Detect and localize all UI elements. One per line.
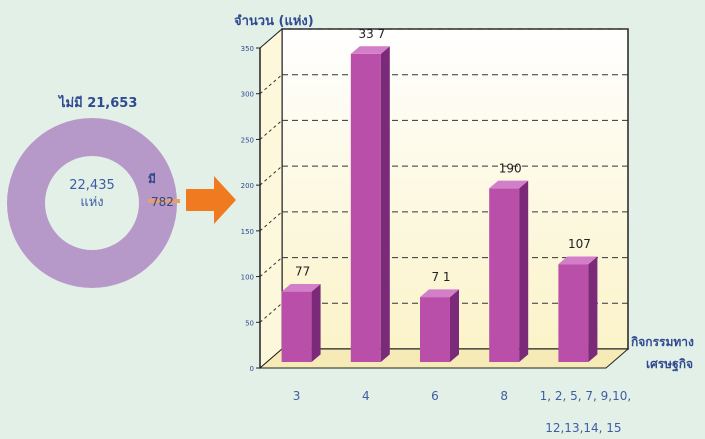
bars-group — [281, 46, 598, 363]
bar-8 — [489, 180, 529, 362]
y-tick-label: 100 — [241, 274, 254, 282]
bar-front — [489, 188, 520, 362]
bar-top — [489, 180, 529, 189]
bar-side — [588, 256, 598, 362]
bar-side — [450, 289, 459, 362]
gridline-side — [259, 302, 283, 323]
donut-outer-label: ไม่มี 21,653 — [59, 96, 138, 111]
x-tick-label: 3 — [293, 389, 301, 403]
bar-4 — [350, 46, 390, 363]
bar-1, 2, 5, 7, 9,10, — [558, 256, 598, 362]
y-axis: 0 50 100 150 200 250 300 350 — [241, 45, 261, 373]
bar-top — [350, 46, 390, 54]
x-tick-label: 1, 2, 5, 7, 9,10, — [540, 389, 632, 403]
gridline-side — [259, 257, 283, 277]
data-labels-group: 77 33 7 7 1 190 107 — [295, 27, 591, 284]
chart-side-wall — [259, 27, 283, 370]
donut-slice-value: 782 — [151, 195, 174, 209]
donut-center-unit: แห่ง — [80, 195, 104, 210]
bar-side — [380, 46, 390, 362]
bar-front — [558, 264, 589, 362]
gridline-side — [259, 165, 283, 186]
y-tick-label: 350 — [241, 45, 254, 53]
x-tick-label-continued: 12,13,14, 15 — [545, 421, 621, 435]
bar-top — [281, 283, 321, 292]
bar-3 — [281, 283, 321, 362]
x-axis-title-line2: เศรษฐกิจ — [646, 357, 693, 371]
y-tick-label: 0 — [250, 365, 254, 373]
x-axis-title-line1: กิจกรรมทาง — [631, 335, 694, 349]
bar-6 — [420, 289, 459, 362]
data-label: 190 — [499, 161, 522, 175]
gridline-side — [259, 28, 283, 49]
y-tick-label: 300 — [241, 91, 254, 99]
x-tick-label: 8 — [500, 389, 508, 403]
donut-center-value: 22,435 — [69, 178, 115, 193]
y-tick-label: 50 — [245, 319, 254, 327]
x-tick-label: 4 — [362, 389, 370, 403]
donut-slice-label: มี — [148, 172, 156, 186]
gridline-side — [259, 211, 283, 232]
bar-top — [558, 256, 598, 265]
y-axis-title: จำนวน (แห่ง) — [234, 14, 314, 29]
bar-side — [311, 283, 321, 362]
x-axis: 3 4 6 8 1, 2, 5, 7, 9,10, 12,13,14, 15 — [293, 389, 631, 435]
gridline-side — [259, 120, 283, 140]
bar-side — [519, 180, 529, 362]
arrow-icon — [186, 176, 236, 224]
data-label: 77 — [295, 265, 310, 279]
data-label: 7 1 — [431, 270, 450, 284]
bar-front — [420, 297, 450, 362]
chart-gridlines — [259, 28, 628, 323]
y-tick-label: 200 — [241, 182, 254, 190]
data-label: 33 7 — [358, 27, 385, 41]
gridline-side — [259, 74, 283, 95]
donut-center-label: 22,435 แห่ง — [52, 177, 132, 211]
bar-top — [420, 289, 459, 298]
bar-front — [281, 291, 312, 362]
x-tick-label: 6 — [431, 389, 439, 403]
y-tick-label: 150 — [241, 228, 254, 236]
data-label: 107 — [568, 237, 591, 251]
y-tick-label: 250 — [241, 136, 254, 144]
bar-front — [350, 53, 381, 363]
